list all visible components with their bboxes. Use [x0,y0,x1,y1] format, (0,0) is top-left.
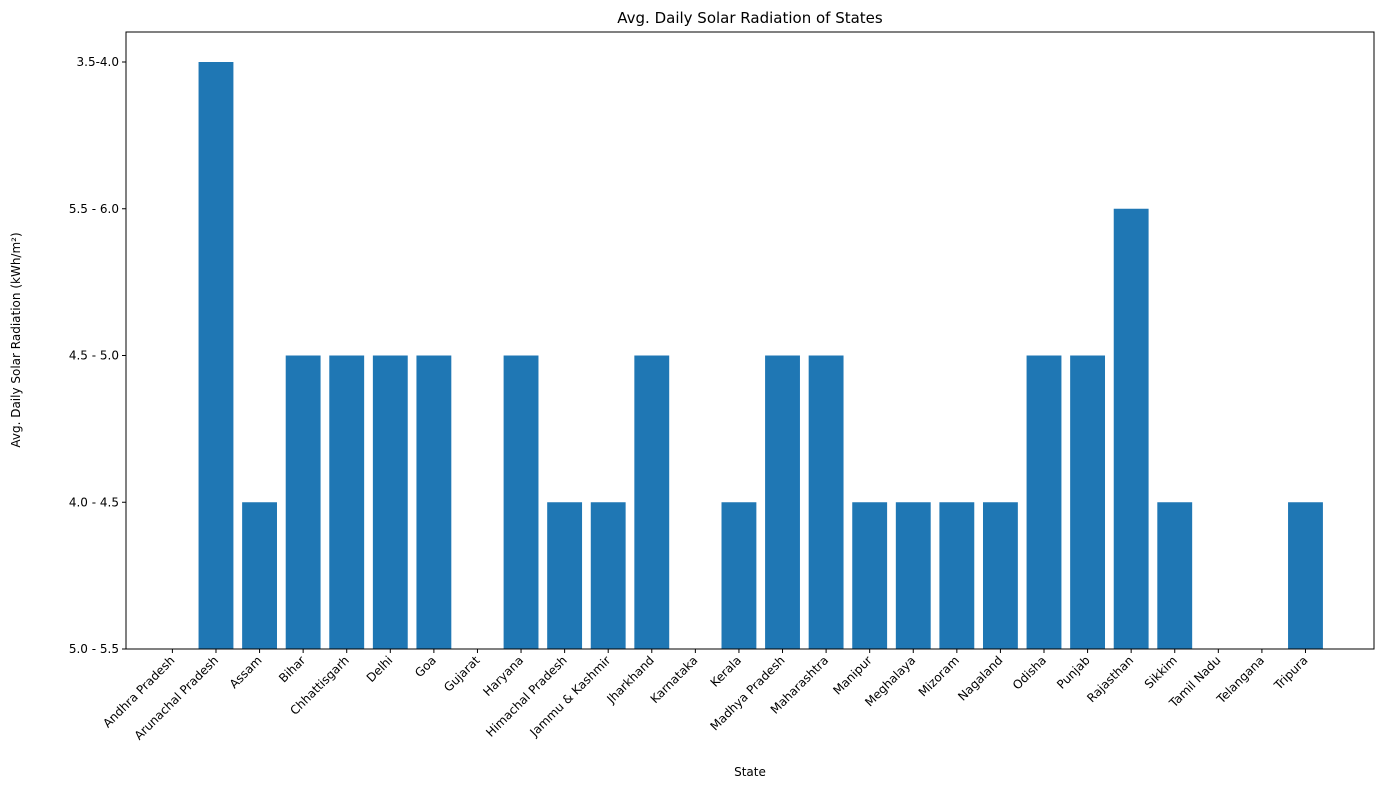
bar [1113,208,1149,649]
plot-frame [125,31,1375,650]
x-tick-label: Jammu & Kashmir [527,653,614,740]
y-tick-label: 4.0 - 4.5 [69,495,119,509]
x-tick-label: Andhra Pradesh [100,653,177,730]
x-tick-label: Karnataka [648,653,701,706]
x-tick-label: Punjab [1054,653,1093,692]
bar [198,62,234,649]
bar [416,355,452,649]
bar [329,355,365,649]
x-tick-label: Haryana [480,653,526,699]
y-tick-label: 4.5 - 5.0 [69,349,119,363]
x-tick-label: Odisha [1010,653,1049,692]
bar [765,355,800,649]
bar [503,355,539,649]
x-tick-label: Assam [227,653,265,691]
x-tick-label: Tripura [1271,653,1311,693]
x-tick-label: Rajasthan [1084,653,1136,705]
x-tick-label: Goa [412,653,439,680]
bar [1026,355,1062,649]
x-tick-label: Manipur [830,653,874,697]
y-axis-ticks: 5.0 - 5.5 4.0 - 4.5 4.5 - 5.0 5.5 - 6.0 3.5-… [69,55,126,656]
x-tick-label: Nagaland [955,653,1005,703]
bar [1070,355,1106,649]
bar [590,502,626,649]
bar [982,502,1018,649]
y-tick-label: 5.5 - 6.0 [69,202,119,216]
chart-title: Avg. Daily Solar Radiation of States [617,9,883,27]
bar [808,355,844,649]
bar [1288,502,1323,649]
x-tick-label: Delhi [364,653,396,685]
x-tick-label: Bihar [276,653,308,685]
y-tick-label: 3.5-4.0 [77,55,120,69]
y-axis-label: Avg. Daily Solar Radiation (kWh/m²) [9,232,23,447]
x-tick-label: Madhya Pradesh [707,653,787,733]
bar [634,355,670,649]
bar [939,502,975,649]
bar [547,502,583,649]
x-tick-label: Sikkim [1142,653,1180,691]
bar [1157,502,1193,649]
x-tick-label: Arunachal Pradesh [132,653,222,743]
bar [285,355,321,649]
x-tick-label: Himachal Pradesh [483,653,569,739]
bar [852,502,888,649]
bar [242,502,277,649]
bars-group [198,62,1323,649]
bar [895,502,931,649]
bar [372,355,408,649]
x-tick-label: Gujarat [441,653,483,695]
x-tick-label: Kerala [708,653,745,690]
x-axis-label: State [734,765,766,779]
y-tick-label: 5.0 - 5.5 [69,642,119,656]
bar [721,502,757,649]
